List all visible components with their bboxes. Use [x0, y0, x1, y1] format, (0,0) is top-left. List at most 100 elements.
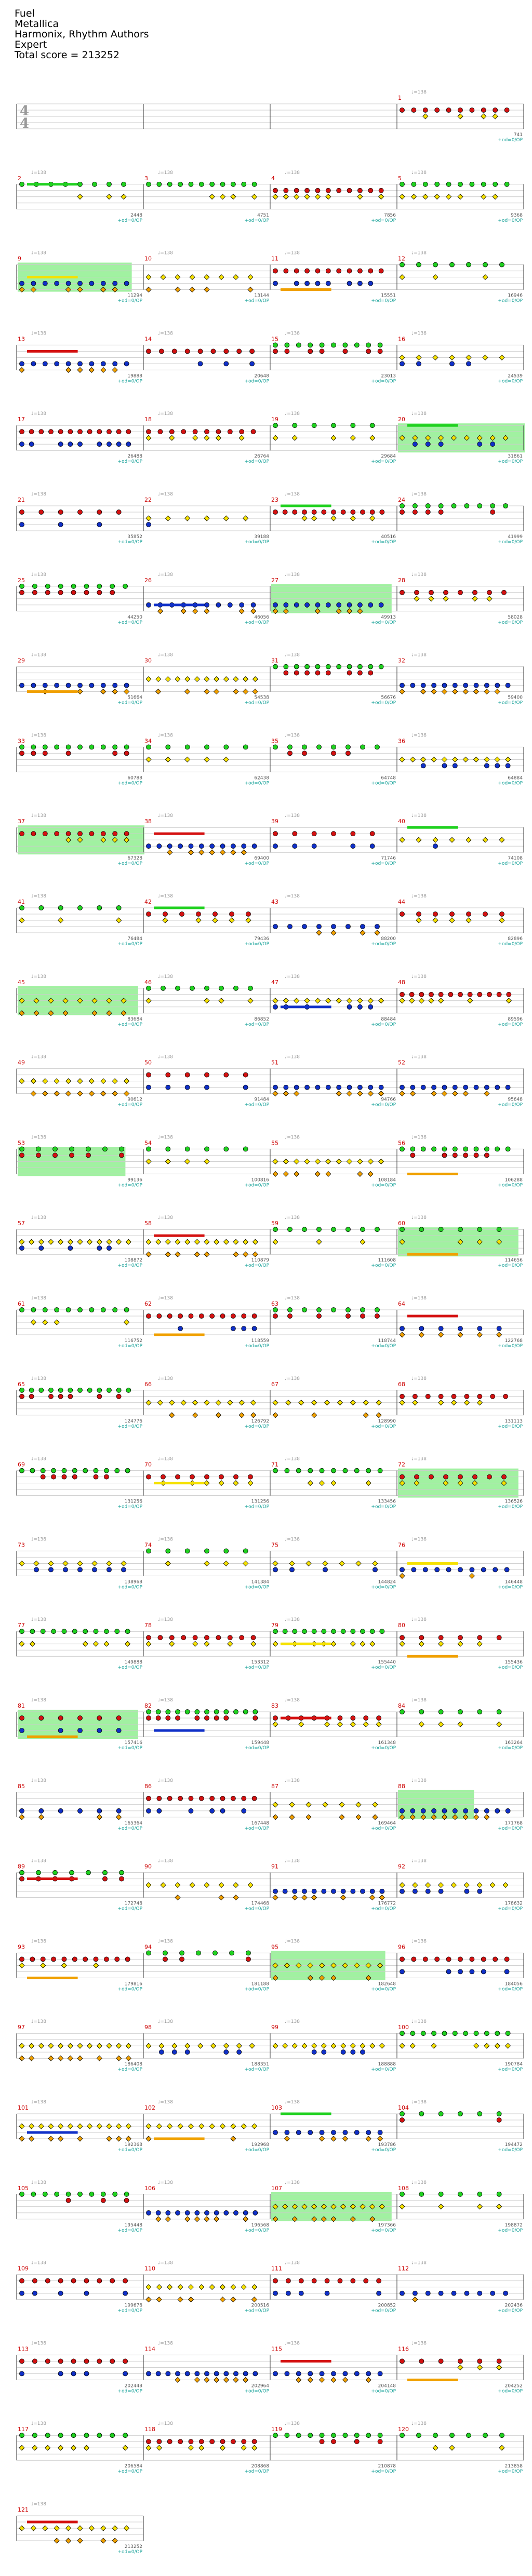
note-gem — [204, 1474, 209, 1480]
measure-number: 54 — [144, 1139, 152, 1146]
note-gem — [315, 670, 321, 676]
note-gem — [482, 354, 488, 360]
measure-number: 97 — [18, 2024, 25, 2031]
overdrive-label: +od=0/OP — [498, 861, 523, 866]
note-gem — [119, 1152, 124, 1158]
note-gem — [411, 1956, 417, 1962]
note-gem — [104, 1468, 109, 1473]
measure-score: 193786 — [378, 2142, 396, 2148]
note-gem — [58, 1239, 64, 1245]
note-gem — [197, 361, 203, 367]
note-gem — [196, 911, 201, 917]
note-gem — [311, 423, 317, 428]
note-gem — [434, 1956, 440, 1962]
note-gem — [65, 1091, 72, 1097]
note-gem — [175, 2371, 180, 2377]
overdrive-label: +od=0/OP — [117, 2228, 142, 2233]
note-gem — [347, 670, 352, 676]
note-gem — [230, 2136, 236, 2142]
measure-number: 77 — [18, 1622, 25, 1629]
sustain-tail — [407, 1655, 458, 1658]
note-gem — [233, 1882, 239, 1888]
note-gem — [433, 911, 438, 917]
note-gem — [19, 1956, 24, 1962]
note-gem — [65, 361, 71, 367]
tempo-marker: ♩=138 — [31, 251, 46, 256]
note-gem — [180, 608, 187, 614]
measure-score: 210878 — [378, 2464, 396, 2469]
note-gem — [363, 1412, 369, 1418]
note-gem — [282, 2204, 288, 2210]
note-gem — [88, 367, 95, 373]
note-gem — [54, 2191, 60, 2197]
note-gem — [233, 2371, 238, 2377]
tempo-marker: ♩=138 — [411, 572, 427, 578]
measure-score: 15551 — [381, 293, 396, 299]
note-gem — [302, 924, 307, 929]
note-gem — [178, 1326, 183, 1331]
note-gem — [184, 1072, 190, 1078]
note-gem — [399, 1091, 405, 1097]
note-gem — [316, 930, 322, 936]
note-gem — [414, 1474, 419, 1480]
measure-number: 113 — [18, 2345, 29, 2352]
note-gem — [184, 1158, 191, 1164]
note-gem — [204, 689, 210, 695]
note-gem — [325, 280, 331, 286]
note-gem — [29, 1239, 35, 1245]
note-gem — [304, 602, 310, 608]
note-gem — [209, 2123, 215, 2129]
note-gem — [61, 1468, 67, 1473]
note-gem — [29, 429, 34, 435]
note-gem — [52, 1870, 58, 1875]
note-gem — [282, 509, 288, 515]
measure-number: 74 — [144, 1541, 152, 1548]
note-gem — [410, 1152, 416, 1158]
measure-number: 61 — [18, 1300, 25, 1307]
note-gem — [38, 905, 44, 910]
note-gem — [304, 280, 310, 286]
note-gem — [184, 1709, 190, 1714]
note-gem — [32, 583, 37, 589]
note-gem — [19, 750, 24, 756]
note-gem — [432, 2445, 438, 2451]
note-gem — [477, 1326, 483, 1331]
note-gem — [495, 1146, 500, 1152]
tempo-marker: ♩=138 — [31, 2019, 46, 2024]
tempo-marker: ♩=138 — [285, 2341, 300, 2346]
measure-score: 67328 — [127, 856, 142, 861]
note-gem — [177, 2284, 183, 2290]
note-gem — [241, 2123, 247, 2129]
overdrive-label: +od=0/OP — [117, 1263, 142, 1268]
note-gem — [378, 664, 384, 669]
tempo-marker: ♩=138 — [285, 733, 300, 738]
measure-score: 11294 — [127, 293, 142, 299]
note-gem — [442, 682, 447, 688]
note-gem — [345, 744, 351, 750]
overdrive-label: +od=0/OP — [498, 1746, 523, 1751]
sustain-tail — [27, 350, 78, 353]
note-gem — [481, 194, 487, 200]
note-gem — [416, 917, 422, 923]
note-gem — [219, 985, 224, 991]
note-gem — [184, 2216, 191, 2222]
note-gem — [463, 1882, 470, 1888]
note-gem — [231, 843, 236, 849]
note-gem — [19, 917, 25, 923]
note-gem — [188, 849, 194, 855]
tempo-marker: ♩=138 — [411, 170, 427, 176]
tempo-marker: ♩=138 — [158, 572, 173, 578]
note-gem — [319, 342, 325, 348]
measure-score: 60788 — [127, 775, 142, 781]
measure-number: 42 — [144, 898, 152, 905]
note-gem — [146, 602, 151, 608]
note-gem — [412, 441, 418, 447]
note-gem — [250, 1412, 257, 1418]
note-gem — [425, 1888, 431, 1894]
note-gem — [184, 2043, 191, 2049]
measure-number: 52 — [398, 1059, 405, 1066]
overdrive-label: +od=0/OP — [117, 299, 142, 304]
note-gem — [189, 274, 195, 280]
note-gem — [116, 917, 122, 923]
note-gem — [378, 1084, 384, 1090]
